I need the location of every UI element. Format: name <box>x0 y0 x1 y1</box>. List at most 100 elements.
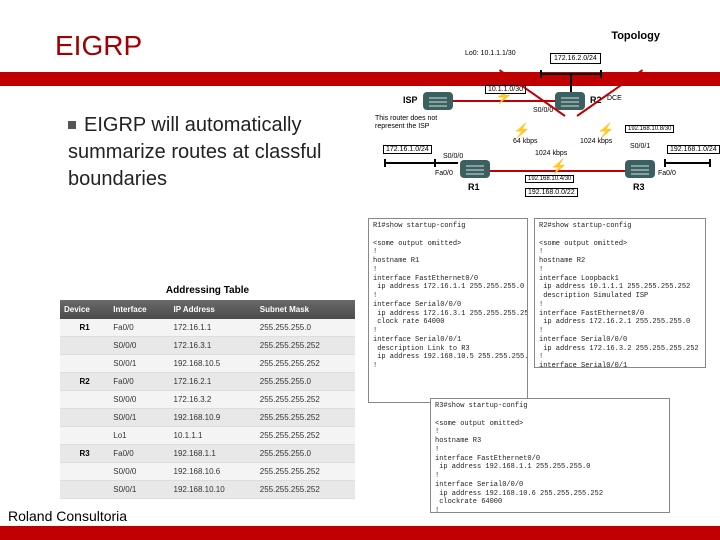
table-cell: S0/0/0 <box>109 463 169 481</box>
table-cell <box>60 463 109 481</box>
table-cell: Lo1 <box>109 427 169 445</box>
table-cell: 255.255.255.0 <box>256 445 355 463</box>
table-cell: S0/0/1 <box>109 481 169 499</box>
table-cell: 255.255.255.0 <box>256 319 355 337</box>
col-interface: Interface <box>109 300 169 319</box>
dce-label: DCE <box>607 95 622 102</box>
if-label: S0/0/0 <box>443 153 463 160</box>
table-cell: Fa0/0 <box>109 445 169 463</box>
table-row: S0/0/0172.16.3.1255.255.255.252 <box>60 337 355 355</box>
lightning-icon: ⚡ <box>513 122 530 139</box>
table-cell: 192.168.10.10 <box>170 481 256 499</box>
table-cell: 255.255.255.0 <box>256 373 355 391</box>
table-cell <box>60 409 109 427</box>
table-row: R2Fa0/0172.16.2.1255.255.255.0 <box>60 373 355 391</box>
table-row: S0/0/0192.168.10.6255.255.255.252 <box>60 463 355 481</box>
table-cell: 255.255.255.252 <box>256 427 355 445</box>
table-cell <box>60 355 109 373</box>
bullet-text: EIGRP will automatically summarize route… <box>68 114 321 190</box>
table-cell: S0/0/1 <box>109 409 169 427</box>
bw-label: 64 kbps <box>513 138 538 145</box>
if-label: Fa0/0 <box>658 170 676 177</box>
table-row: R1Fa0/0172.16.1.1255.255.255.0 <box>60 319 355 337</box>
table-cell: 172.16.3.2 <box>170 391 256 409</box>
table-header-row: Device Interface IP Address Subnet Mask <box>60 300 355 319</box>
table-cell: 192.168.10.5 <box>170 355 256 373</box>
bw-label: 1024 kbps <box>535 150 567 157</box>
bw-label: 1024 kbps <box>580 138 612 145</box>
table-cell: S0/0/1 <box>109 355 169 373</box>
table-cell: R1 <box>60 319 109 337</box>
table-cell <box>60 391 109 409</box>
table-cell: 172.16.1.1 <box>170 319 256 337</box>
col-ip: IP Address <box>170 300 256 319</box>
table-cell: 172.16.2.1 <box>170 373 256 391</box>
col-device: Device <box>60 300 109 319</box>
table-cell: 192.168.10.9 <box>170 409 256 427</box>
table-cell <box>60 427 109 445</box>
col-mask: Subnet Mask <box>256 300 355 319</box>
table-cell: S0/0/0 <box>109 337 169 355</box>
table-cell: 255.255.255.252 <box>256 355 355 373</box>
lightning-icon: ⚡ <box>597 122 614 139</box>
table-cell: Fa0/0 <box>109 319 169 337</box>
table-cell <box>60 337 109 355</box>
addressing-table: Device Interface IP Address Subnet Mask … <box>60 300 355 499</box>
router-isp-icon <box>423 92 453 110</box>
table-row: R3Fa0/0192.168.1.1255.255.255.0 <box>60 445 355 463</box>
table-row: Lo110.1.1.1255.255.255.252 <box>60 427 355 445</box>
bullet-marker <box>68 121 76 129</box>
table-cell: 192.168.1.1 <box>170 445 256 463</box>
topology-title: Topology <box>611 30 660 42</box>
slide: EIGRP EIGRP will automatically summarize… <box>0 0 720 540</box>
net-label: 192.168.1.0/24 <box>667 145 720 154</box>
net-label: 192.168.0.0/22 <box>525 188 578 197</box>
table-cell: R2 <box>60 373 109 391</box>
table-row: S0/0/1192.168.10.9255.255.255.252 <box>60 409 355 427</box>
table-cell: R3 <box>60 445 109 463</box>
table-cell: 255.255.255.252 <box>256 391 355 409</box>
slide-title: EIGRP <box>55 30 142 62</box>
connector-line <box>570 73 572 93</box>
table-cell: Fa0/0 <box>109 373 169 391</box>
table-cell: 255.255.255.252 <box>256 337 355 355</box>
config-r3: R3#show startup-config <some output omit… <box>430 398 670 513</box>
router-r1-label: R1 <box>468 182 480 192</box>
addressing-table-title: Addressing Table <box>60 285 355 296</box>
net-label: 10.1.1.0/30 <box>485 85 526 94</box>
router-isp-label: ISP <box>403 95 418 105</box>
if-label: S0/0/0 <box>533 107 553 114</box>
table-cell: S0/0/0 <box>109 391 169 409</box>
isp-note: This router does not represent the ISP <box>375 115 450 130</box>
net-label: 192.168.10.4/30 <box>525 175 574 183</box>
table-cell: 10.1.1.1 <box>170 427 256 445</box>
table-cell: 255.255.255.252 <box>256 463 355 481</box>
addressing-table-wrap: Addressing Table Device Interface IP Add… <box>60 285 355 499</box>
config-r1: R1#show startup-config <some output omit… <box>368 218 528 403</box>
router-r3-label: R3 <box>633 182 645 192</box>
topology-diagram: Topology Lo0: 10.1.1.1/30 172.16.2.0/24 … <box>365 30 715 210</box>
table-cell: 192.168.10.6 <box>170 463 256 481</box>
lightning-icon: ⚡ <box>550 158 567 175</box>
table-row: S0/0/1192.168.10.10255.255.255.252 <box>60 481 355 499</box>
if-label: Fa0/0 <box>435 170 453 177</box>
router-r2-icon <box>555 92 585 110</box>
router-r1-icon <box>460 160 490 178</box>
loopback-label: Lo0: 10.1.1.1/30 <box>465 50 516 57</box>
table-cell <box>60 481 109 499</box>
bullet-point: EIGRP will automatically summarize route… <box>68 112 358 193</box>
net-label: 172.16.1.0/24 <box>383 145 432 154</box>
table-cell: 172.16.3.1 <box>170 337 256 355</box>
table-row: S0/0/0172.16.3.2255.255.255.252 <box>60 391 355 409</box>
footer-bar <box>0 526 720 540</box>
table-row: S0/0/1192.168.10.5255.255.255.252 <box>60 355 355 373</box>
net-label: 192.168.10.8/30 <box>625 125 674 133</box>
config-r2: R2#show startup-config <some output omit… <box>534 218 706 368</box>
table-cell: 255.255.255.252 <box>256 481 355 499</box>
router-r3-icon <box>625 160 655 178</box>
if-label: S0/0/1 <box>630 143 650 150</box>
lan-segment <box>385 162 435 172</box>
brand-label: Roland Consultoria <box>4 506 131 526</box>
net-label: 172.16.2.0/24 <box>550 53 601 64</box>
table-cell: 255.255.255.252 <box>256 409 355 427</box>
